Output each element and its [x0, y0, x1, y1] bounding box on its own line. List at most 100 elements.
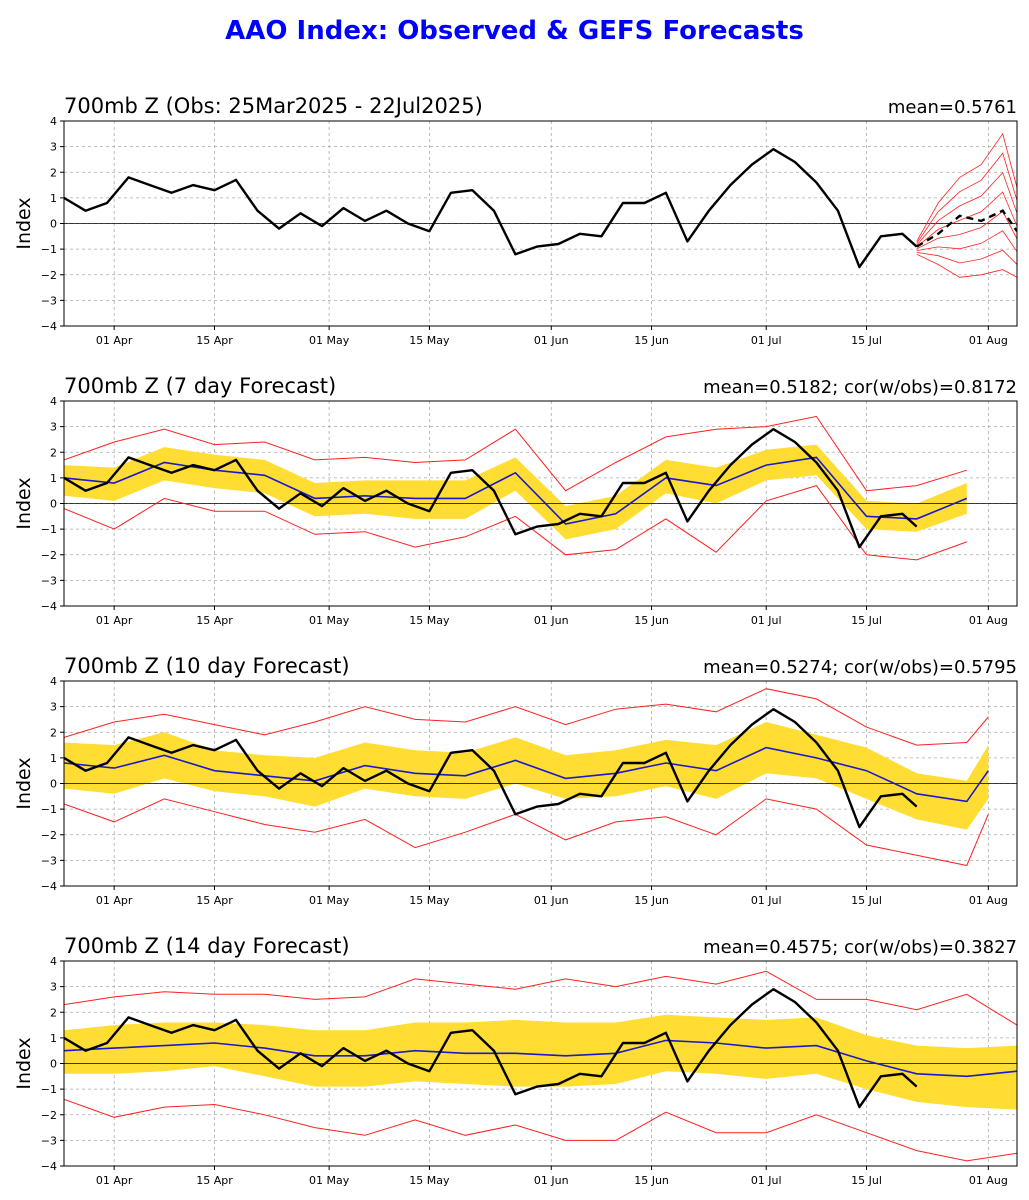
ensemble-member-line	[916, 171, 1017, 246]
y-tick-label: −2	[41, 829, 57, 842]
x-tick-label: 01 Aug	[969, 334, 1008, 347]
y-tick-label: 0	[50, 218, 57, 231]
x-tick-label: 01 Aug	[969, 614, 1008, 627]
member-min-line	[64, 1098, 1017, 1162]
x-tick-label: 15 May	[409, 614, 450, 627]
y-tick-label: 0	[50, 498, 57, 511]
panel-title: 700mb Z (7 day Forecast)	[64, 374, 336, 398]
forecast-mean-line	[64, 1039, 1017, 1078]
y-tick-label: 4	[50, 955, 57, 968]
x-tick-label: 15 Jun	[634, 1174, 669, 1187]
y-tick-label: 2	[50, 446, 57, 459]
x-tick-label: 15 Apr	[196, 614, 233, 627]
x-tick-label: 01 May	[309, 894, 350, 907]
panel-stat: mean=0.5761	[888, 97, 1017, 118]
y-axis-label: Index	[13, 197, 35, 249]
ensemble-member-line	[916, 249, 1017, 265]
x-tick-label: 15 May	[409, 1174, 450, 1187]
y-axis-label: Index	[13, 477, 35, 529]
y-tick-label: −1	[41, 1083, 57, 1096]
plot-area	[64, 132, 1017, 278]
x-tick-label: 01 Jun	[534, 894, 569, 907]
ensemble-member-line	[916, 132, 1017, 242]
y-tick-label: 0	[50, 1058, 57, 1071]
ensemble-member-line	[916, 230, 1017, 252]
x-tick-label: 15 Apr	[196, 894, 233, 907]
y-tick-label: −2	[41, 1109, 57, 1122]
x-tick-label: 01 Apr	[96, 1174, 133, 1187]
x-tick-label: 15 Jun	[634, 334, 669, 347]
x-tick-label: 01 May	[309, 614, 350, 627]
y-tick-label: 3	[50, 421, 57, 434]
x-tick-label: 15 Jul	[851, 894, 882, 907]
x-tick-label: 01 May	[309, 1174, 350, 1187]
y-tick-label: −3	[41, 1134, 57, 1147]
x-tick-label: 01 Jun	[534, 614, 569, 627]
y-tick-label: 3	[50, 701, 57, 714]
observed-series-line	[64, 428, 918, 549]
panel-stat: mean=0.5182; cor(w/obs)=0.8172	[703, 377, 1017, 398]
figure-title: AAO Index: Observed & GEFS Forecasts	[225, 16, 804, 46]
x-tick-label: 15 Apr	[196, 334, 233, 347]
x-tick-label: 01 Jul	[751, 334, 782, 347]
y-tick-label: −3	[41, 574, 57, 587]
y-tick-label: 3	[50, 981, 57, 994]
member-max-line	[64, 970, 1017, 1026]
y-tick-label: −1	[41, 523, 57, 536]
ensemble-member-line	[916, 191, 1017, 248]
x-tick-label: 15 May	[409, 334, 450, 347]
y-tick-label: 2	[50, 166, 57, 179]
y-tick-label: 4	[50, 675, 57, 688]
x-tick-label: 15 Jul	[851, 614, 882, 627]
x-tick-label: 15 May	[409, 894, 450, 907]
ensemble-mean-line	[916, 209, 1017, 248]
y-tick-label: 3	[50, 141, 57, 154]
x-tick-label: 01 May	[309, 334, 350, 347]
panel-title: 700mb Z (Obs: 25Mar2025 - 22Jul2025)	[64, 94, 483, 118]
x-tick-label: 15 Jun	[634, 614, 669, 627]
chart-panel-1: 700mb Z (Obs: 25Mar2025 - 22Jul2025) mean…	[13, 94, 1018, 347]
x-tick-label: 01 Aug	[969, 1174, 1008, 1187]
member-min-line	[64, 798, 989, 867]
ensemble-member-line	[916, 253, 1017, 278]
y-tick-label: 1	[50, 472, 57, 485]
x-tick-label: 01 Jun	[534, 1174, 569, 1187]
y-tick-label: 1	[50, 752, 57, 765]
plot-frame	[63, 680, 1018, 887]
plot-frame	[63, 120, 1018, 327]
plot-frame	[63, 400, 1018, 607]
x-tick-label: 01 Apr	[96, 614, 133, 627]
y-tick-label: 1	[50, 192, 57, 205]
y-tick-label: −2	[41, 549, 57, 562]
y-tick-label: 2	[50, 1006, 57, 1019]
y-tick-label: −3	[41, 294, 57, 307]
plot-frame	[63, 960, 1018, 1167]
y-tick-label: 4	[50, 115, 57, 128]
y-tick-label: 1	[50, 1032, 57, 1045]
forecast-mean-line	[64, 746, 989, 803]
panel-title: 700mb Z (14 day Forecast)	[64, 934, 350, 958]
x-tick-label: 01 Apr	[96, 894, 133, 907]
member-max-line	[64, 415, 967, 492]
x-tick-label: 01 Jul	[751, 894, 782, 907]
y-tick-label: −4	[41, 880, 57, 893]
plot-area	[64, 970, 1017, 1162]
spread-band	[64, 444, 967, 540]
chart-panel-4: 700mb Z (14 day Forecast) mean=0.4575; co…	[13, 934, 1018, 1187]
panel-stat: mean=0.5274; cor(w/obs)=0.5795	[703, 657, 1017, 678]
y-tick-label: −2	[41, 269, 57, 282]
member-max-line	[64, 688, 989, 746]
chart-panel-3: 700mb Z (10 day Forecast) mean=0.5274; co…	[13, 654, 1018, 907]
panel-stat: mean=0.4575; cor(w/obs)=0.3827	[703, 937, 1017, 958]
plot-area	[64, 688, 1017, 867]
y-tick-label: −4	[41, 600, 57, 613]
y-tick-label: −3	[41, 854, 57, 867]
y-tick-label: −1	[41, 803, 57, 816]
y-tick-label: −4	[41, 1160, 57, 1173]
chart-panel-2: 700mb Z (7 day Forecast) mean=0.5182; cor…	[13, 374, 1018, 627]
y-tick-label: −4	[41, 320, 57, 333]
plot-area	[64, 415, 1017, 561]
x-tick-label: 15 Jun	[634, 894, 669, 907]
x-tick-label: 15 Apr	[196, 1174, 233, 1187]
